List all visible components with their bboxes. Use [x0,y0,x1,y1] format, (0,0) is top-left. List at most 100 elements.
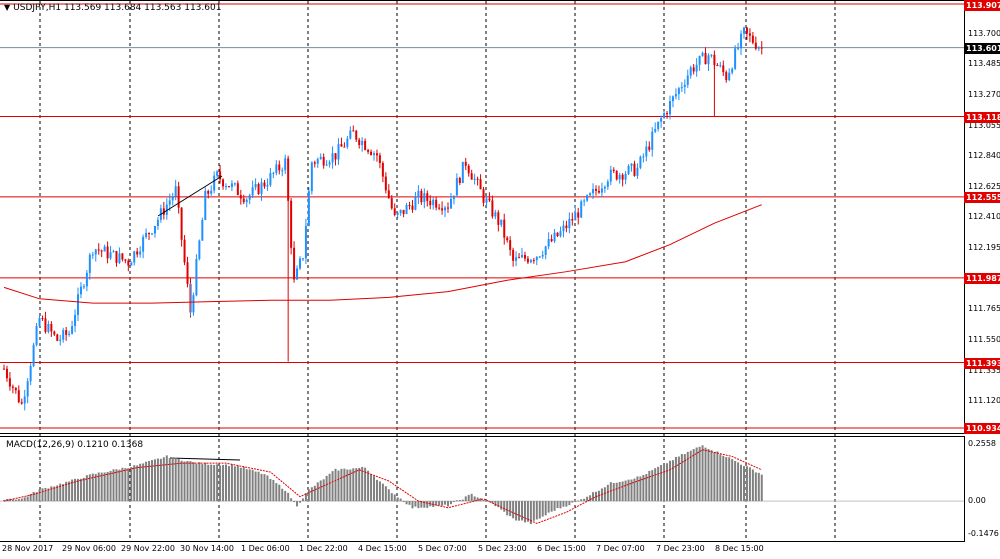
macd-histogram-bar [77,478,79,502]
candle-body [133,251,136,263]
macd-histogram-bar [722,455,725,502]
candle-body [488,198,491,201]
macd-histogram-bar [568,501,571,506]
candle-body [654,129,657,132]
macd-histogram-bar [23,497,26,502]
trendline [157,175,223,217]
candle-body [340,144,343,147]
candle-body [254,184,257,188]
candle-body [743,27,745,34]
macd-histogram-bar [556,501,559,509]
moving-average-line [3,204,762,304]
candle-body [698,55,701,65]
macd-histogram-bar [482,500,485,502]
candle-body [390,198,393,209]
macd-histogram-bar [156,458,159,502]
macd-histogram-bar [378,481,381,502]
candle-body [121,253,124,260]
candle-body [692,67,695,72]
price-axis[interactable]: 113.700 113.485 113.270 113.055 112.840 112.6… [965,0,1000,559]
candle-body [648,146,651,150]
macd-histogram-bar [14,499,17,502]
candle-body [47,323,50,332]
macd-histogram-bar [177,458,180,502]
macd-histogram-bar [414,501,417,507]
candle-body [124,259,127,261]
candle-body [509,240,512,250]
price-chart-pane[interactable] [0,0,965,434]
candle-body [666,113,669,115]
chart-title: ▼ USDJPY,H1 113.569 113.684 113.563 113.6… [4,3,221,13]
macd-histogram-bar [50,486,53,502]
candle-body [71,326,74,334]
macd-histogram-bar [731,459,734,502]
macd-histogram-bar [272,479,275,502]
candle-body [41,318,44,320]
candle-body [245,199,248,203]
macd-histogram-bar [476,497,479,502]
candle-body [603,186,606,189]
candle-body [597,190,600,193]
price-badge: 112.555 [964,191,1000,203]
candle-body [293,247,296,280]
candle-body [458,178,461,184]
candle-body [269,173,272,186]
candle-body [737,48,740,50]
macd-histogram-bar [586,496,589,502]
macd-histogram-bar [553,501,556,511]
macd-histogram-bar [248,469,251,502]
collapse-triangle-icon[interactable]: ▼ [4,3,11,12]
macd-histogram-bar [737,462,740,502]
candle-body [523,254,526,259]
candle-body [174,186,177,197]
macd-indicator-pane[interactable] [0,436,965,542]
candle-body [674,94,677,97]
candle-body [399,209,402,213]
candle-body [162,208,165,215]
macd-histogram-bar [577,500,580,502]
macd-histogram-bar [716,451,719,502]
candle-body [322,156,325,166]
candle-body [100,250,103,252]
candle-body [683,84,686,88]
candle-body [304,225,307,259]
candle-body [82,286,85,288]
macd-histogram-bar [322,479,325,502]
candle-body [512,249,515,261]
candle-body [630,163,633,166]
candle-body [201,219,204,241]
macd-histogram-bar [506,501,509,516]
candle-body [74,314,77,327]
macd-histogram-bar [109,470,112,502]
macd-histogram-bar [29,494,32,502]
candle-body [180,207,183,240]
candle-body [299,258,301,269]
macd-histogram-bar [544,501,547,516]
macd-histogram-bar [559,501,562,509]
macd-tick-label: 0.00 [968,496,986,506]
candle-body [183,239,186,263]
macd-histogram-bar [689,450,692,502]
time-axis[interactable]: 28 Nov 2017 29 Nov 06:00 29 Nov 22:00 30 No… [0,540,964,559]
candle-body [621,174,624,180]
candle-body [156,219,159,226]
candle-body [378,155,381,163]
macd-histogram-bar [266,475,269,502]
candle-body [11,386,14,388]
macd-histogram-bar [151,460,153,502]
candle-body [263,182,266,187]
candle-body [461,161,464,184]
candle-body [38,318,41,327]
macd-histogram-bar [399,498,402,502]
macd-histogram-bar [159,458,162,502]
price-tick-label: 111.120 [968,396,1000,406]
candle-body [168,200,171,205]
price-tick-label: 113.055 [968,120,1000,130]
candle-body [387,190,390,199]
candle-body [349,130,352,139]
candle-body [660,117,663,122]
macd-histogram-bar [686,451,689,502]
candle-body [609,169,612,182]
macd-histogram-bar [751,469,754,502]
